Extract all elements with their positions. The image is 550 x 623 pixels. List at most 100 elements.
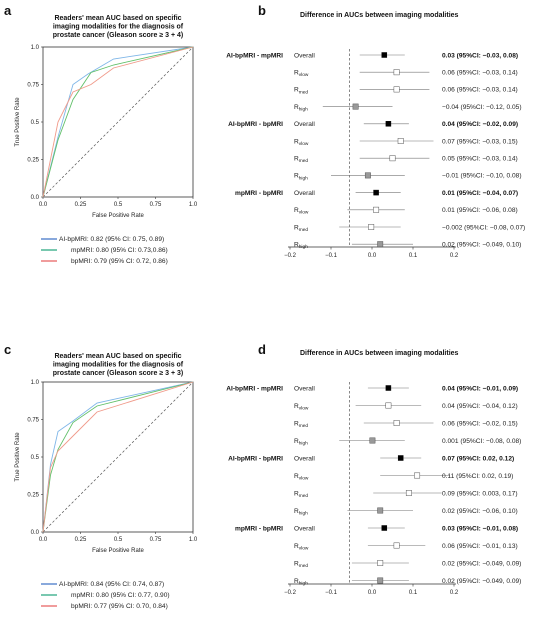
x-tick-label: −0.1 (325, 253, 338, 259)
chart-title-line: imaging modalities for the diagnosis of (53, 362, 184, 369)
legend-entry: mpMRI: 0.80 (95% CI: 0.77, 0.90) (71, 592, 170, 599)
row-label: Rvlow (294, 543, 309, 552)
comparison-label: mpMRI - bpMRI (235, 525, 283, 532)
estimate-marker (368, 224, 375, 230)
ci-text: 0.01 (95%CI: −0.04, 0.07) (442, 190, 518, 197)
estimate-marker (352, 103, 359, 110)
row-label-main: R (294, 578, 299, 585)
legend-entry: AI-bpMRI: 0.82 (95% CI: 0.75, 0.89) (59, 236, 164, 243)
row-label-subscript: high (299, 175, 308, 181)
comparison-label: AI-bpMRI - bpMRI (228, 455, 283, 462)
estimate-marker (385, 121, 392, 127)
x-tick-label: 0.1 (409, 253, 418, 259)
ci-text: 0.01 (95%CI: −0.06, 0.08) (442, 207, 518, 214)
x-axis-label: False Positive Rate (92, 548, 144, 554)
row-label: Overall (294, 385, 315, 392)
row-label-main: R (294, 438, 299, 445)
row-label-subscript: med (299, 227, 309, 233)
ci-text: 0.001 (95%CI: −0.08, 0.08) (442, 438, 521, 445)
ci-text: 0.03 (95%CI: −0.01, 0.08) (442, 525, 518, 532)
row-label-subscript: vlow (299, 72, 309, 78)
row-label-main: R (294, 87, 299, 94)
forest-plot-d: Difference in AUCs between imaging modal… (226, 350, 521, 596)
forest-plot-b: Difference in AUCs between imaging modal… (226, 12, 525, 259)
estimate-marker (414, 472, 421, 479)
roc-chart-c: Readers' mean AUC based on specific imagi… (15, 353, 198, 610)
row-label-subscript: high (299, 244, 308, 250)
x-tick-label: 0.75 (150, 537, 162, 543)
row-label-subscript: med (299, 158, 309, 164)
row-label-subscript: med (299, 493, 309, 499)
ci-text: 0.02 (95%CI: −0.06, 0.10) (442, 508, 518, 515)
row-label-main: R (294, 420, 299, 427)
estimate-marker (393, 542, 400, 549)
panel-letter-d: d (258, 342, 266, 357)
row-label-main: R (294, 207, 299, 214)
x-tick-label: −0.1 (325, 590, 338, 596)
row-label-main: Overall (294, 525, 315, 532)
comparison-label: mpMRI - bpMRI (235, 190, 283, 197)
ci-text: 0.11 (95%CI: 0.02, 0.19) (442, 473, 513, 480)
row-label-main: R (294, 543, 299, 550)
row-label-main: Overall (294, 52, 315, 59)
x-tick-label: 0.25 (75, 537, 87, 543)
legend-entry: bpMRI: 0.79 (95% CI: 0.72, 0.86) (71, 258, 168, 265)
row-label: Rmed (294, 87, 308, 96)
row-label-subscript: med (299, 563, 309, 569)
estimate-marker (377, 507, 384, 514)
x-tick-label: 0.5 (114, 537, 123, 543)
row-label-main: R (294, 138, 299, 145)
panel-letter-a: a (4, 3, 12, 18)
estimate-marker (369, 437, 376, 444)
y-tick-label: 0.0 (31, 195, 40, 201)
row-label: Overall (294, 190, 315, 197)
ci-text: 0.04 (95%CI: −0.01, 0.09) (442, 385, 518, 392)
x-tick-label: 0.2 (450, 590, 459, 596)
estimate-marker (377, 560, 384, 566)
estimate-marker (381, 52, 388, 58)
row-label-subscript: vlow (299, 405, 309, 411)
chart-title-line: prostate cancer (Gleason score ≥ 3 + 4) (53, 32, 183, 39)
ci-text: 0.04 (95%CI: −0.02, 0.09) (442, 121, 518, 128)
row-label-subscript: vlow (299, 141, 309, 147)
row-label: Rmed (294, 224, 308, 233)
row-label-main: R (294, 156, 299, 163)
row-label: Rvlow (294, 138, 309, 147)
estimate-marker (389, 155, 396, 162)
estimate-marker (397, 138, 404, 144)
row-label-main: R (294, 224, 299, 231)
estimate-marker (393, 420, 400, 426)
ci-text: 0.05 (95%CI: −0.03, 0.14) (442, 156, 518, 163)
estimate-marker (381, 525, 388, 531)
ci-text: 0.02 (95%CI: −0.049, 0.09) (442, 560, 521, 567)
ci-text: 0.06 (95%CI: −0.03, 0.14) (442, 87, 518, 94)
legend-entry: AI-bpMRI: 0.84 (95% CI: 0.74, 0.87) (59, 581, 164, 588)
y-axis-label: True Positive Rate (15, 432, 21, 482)
row-label: Rvlow (294, 403, 309, 412)
x-tick-label: 0.0 (39, 202, 48, 208)
row-label-subscript: high (299, 580, 308, 586)
row-label-subscript: high (299, 107, 308, 113)
ci-text: 0.02 (95%CI: −0.049, 0.10) (442, 242, 521, 249)
chart-title-line: prostate cancer (Gleason score ≥ 3 + 3) (53, 370, 183, 377)
ci-text: 0.07 (95%CI: 0.02, 0.12) (442, 455, 514, 462)
ci-text: −0.002 (95%CI: −0.08, 0.07) (442, 224, 525, 231)
x-tick-label: 0.2 (450, 253, 459, 259)
row-label-main: R (294, 70, 299, 77)
x-tick-label: 0.25 (75, 202, 87, 208)
row-label: Rhigh (294, 508, 308, 517)
row-label: Rhigh (294, 104, 308, 113)
row-label: Overall (294, 525, 315, 532)
row-label-subscript: med (299, 89, 309, 95)
row-label: Rmed (294, 490, 308, 499)
ci-text: 0.04 (95%CI: −0.04, 0.12) (442, 403, 518, 410)
roc-curve-series-1 (42, 381, 194, 533)
row-label: Rvlow (294, 473, 309, 482)
ci-text: −0.04 (95%CI: −0.12, 0.05) (442, 104, 522, 111)
row-label: Rvlow (294, 207, 309, 216)
x-tick-label: 0.0 (368, 253, 377, 259)
roc-chart-a: Readers' mean AUC based on specific imagi… (15, 15, 198, 265)
row-label-main: R (294, 473, 299, 480)
y-tick-label: 0.75 (27, 83, 39, 89)
estimate-marker (397, 455, 404, 461)
